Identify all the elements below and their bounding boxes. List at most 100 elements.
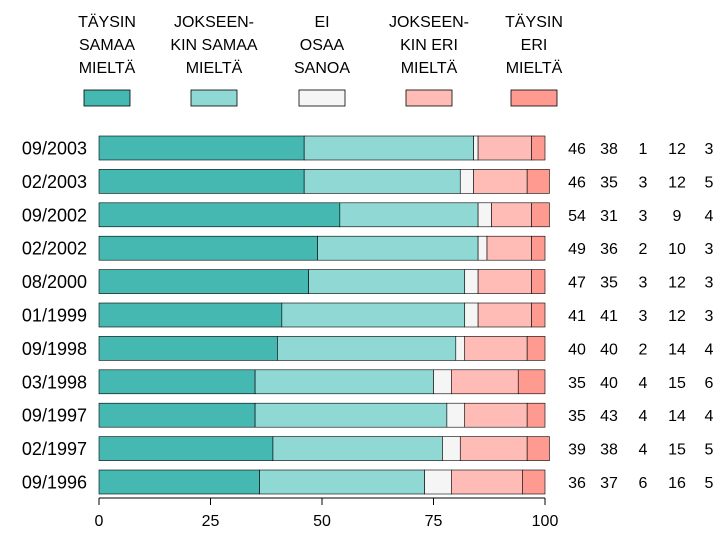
value-label: 3 — [639, 174, 648, 191]
value-label: 38 — [600, 442, 618, 459]
value-label: 40 — [568, 341, 586, 358]
value-label: 14 — [668, 341, 686, 358]
legend-swatch — [298, 89, 346, 107]
value-label: 2 — [639, 241, 648, 258]
bar-segment — [98, 235, 318, 261]
legend: TÄYSIN SAMAA MIELTÄ JOKSEEN- KIN SAMAA MIELTÄ… — [78, 13, 563, 107]
legend-item: TÄYSIN SAMAA MIELTÄ — [78, 13, 136, 107]
bar-segment — [259, 469, 425, 495]
bar-segment — [526, 436, 550, 461]
bar-segment — [531, 235, 546, 261]
value-label: 3 — [639, 308, 648, 325]
value-label: 4 — [639, 442, 648, 459]
bar-row — [98, 135, 546, 161]
legend-swatch — [405, 89, 453, 107]
legend-label: MIELTÄ — [186, 59, 243, 77]
bar-segment — [98, 436, 274, 461]
value-label: 35 — [600, 174, 618, 191]
bar-segment — [98, 302, 283, 328]
bar-segment — [459, 436, 528, 461]
bar-segment — [464, 269, 479, 294]
bar-segment — [451, 369, 519, 395]
x-tick-label: 0 — [95, 513, 104, 530]
legend-item: EI OSAA SANOA — [294, 14, 350, 107]
bar-segment — [491, 202, 532, 228]
legend-label: KIN ERI — [400, 37, 458, 54]
value-label: 39 — [568, 442, 586, 459]
bar-segment — [98, 135, 305, 161]
value-label: 3 — [705, 275, 714, 292]
bar-segment — [477, 202, 492, 228]
bar-segment — [98, 202, 341, 228]
category-label: 02/1997 — [22, 439, 87, 459]
value-label: 1 — [639, 141, 648, 158]
value-label: 46 — [568, 141, 586, 158]
value-label: 4 — [639, 375, 648, 392]
bar-segment — [98, 369, 256, 395]
value-label: 4 — [639, 408, 648, 425]
legend-label: OSAA — [300, 37, 345, 54]
value-label: 3 — [705, 141, 714, 158]
legend-label: EI — [314, 14, 329, 31]
value-label: 37 — [600, 475, 618, 492]
category-label: 09/2003 — [22, 139, 87, 159]
bar-segment — [531, 202, 550, 228]
bar-segment — [473, 135, 479, 161]
value-label: 4 — [705, 341, 714, 358]
legend-item: JOKSEEN- KIN SAMAA MIELTÄ — [170, 14, 258, 107]
legend-label: MIELTÄ — [79, 59, 136, 77]
bar-row — [98, 269, 546, 294]
legend-item: TÄYSIN ERI MIELTÄ — [505, 13, 563, 107]
bar-segment — [446, 402, 466, 428]
bar-row — [98, 336, 546, 361]
value-label: 12 — [668, 174, 686, 191]
category-label: 09/1998 — [22, 339, 87, 359]
value-label: 47 — [568, 275, 586, 292]
bar-segment — [451, 469, 523, 495]
value-label: 5 — [705, 475, 714, 492]
value-label: 12 — [668, 308, 686, 325]
category-label: 02/2003 — [22, 172, 87, 192]
bar-segment — [98, 469, 260, 495]
bar-segment — [526, 402, 546, 428]
x-axis: 0 25 50 75 100 — [95, 497, 558, 530]
bar-segment — [517, 369, 546, 395]
bar-segment — [477, 269, 532, 294]
legend-label: JOKSEEN- — [174, 14, 254, 31]
value-label: 3 — [705, 241, 714, 258]
value-label: 15 — [668, 375, 686, 392]
bar-segment — [455, 336, 466, 361]
bar-segment — [272, 436, 443, 461]
value-label: 6 — [639, 475, 648, 492]
value-label: 4 — [705, 408, 714, 425]
bar-segment — [254, 369, 434, 395]
bar-segment — [526, 336, 546, 361]
bar-segment — [98, 169, 305, 194]
value-label: 36 — [568, 475, 586, 492]
bar-segment — [254, 402, 448, 428]
value-label: 5 — [705, 442, 714, 459]
value-label: 46 — [568, 174, 586, 191]
bar-row — [98, 402, 546, 428]
bar-segment — [531, 135, 546, 161]
legend-label: TÄYSIN — [78, 13, 136, 31]
bar-segment — [477, 135, 532, 161]
legend-label: JOKSEEN- — [389, 14, 469, 31]
category-label: 08/2000 — [22, 272, 87, 292]
category-label: 09/1996 — [22, 473, 87, 493]
bar-segment — [464, 302, 479, 328]
value-label: 40 — [600, 341, 618, 358]
value-label: 5 — [705, 174, 714, 191]
value-label: 35 — [568, 375, 586, 392]
bar-segment — [486, 235, 532, 261]
x-tick-label: 25 — [202, 513, 220, 530]
category-label: 02/2002 — [22, 239, 87, 259]
bar-segment — [442, 436, 461, 461]
value-label: 14 — [668, 408, 686, 425]
bar-segment — [526, 169, 550, 194]
category-label: 03/1998 — [22, 372, 87, 392]
value-labels: 46 38 1 12 346 35 3 12 554 31 3 9 449 36 2 10 347 35 3 12 34… — [568, 141, 713, 492]
value-label: 6 — [705, 375, 714, 392]
value-label: 43 — [600, 408, 618, 425]
